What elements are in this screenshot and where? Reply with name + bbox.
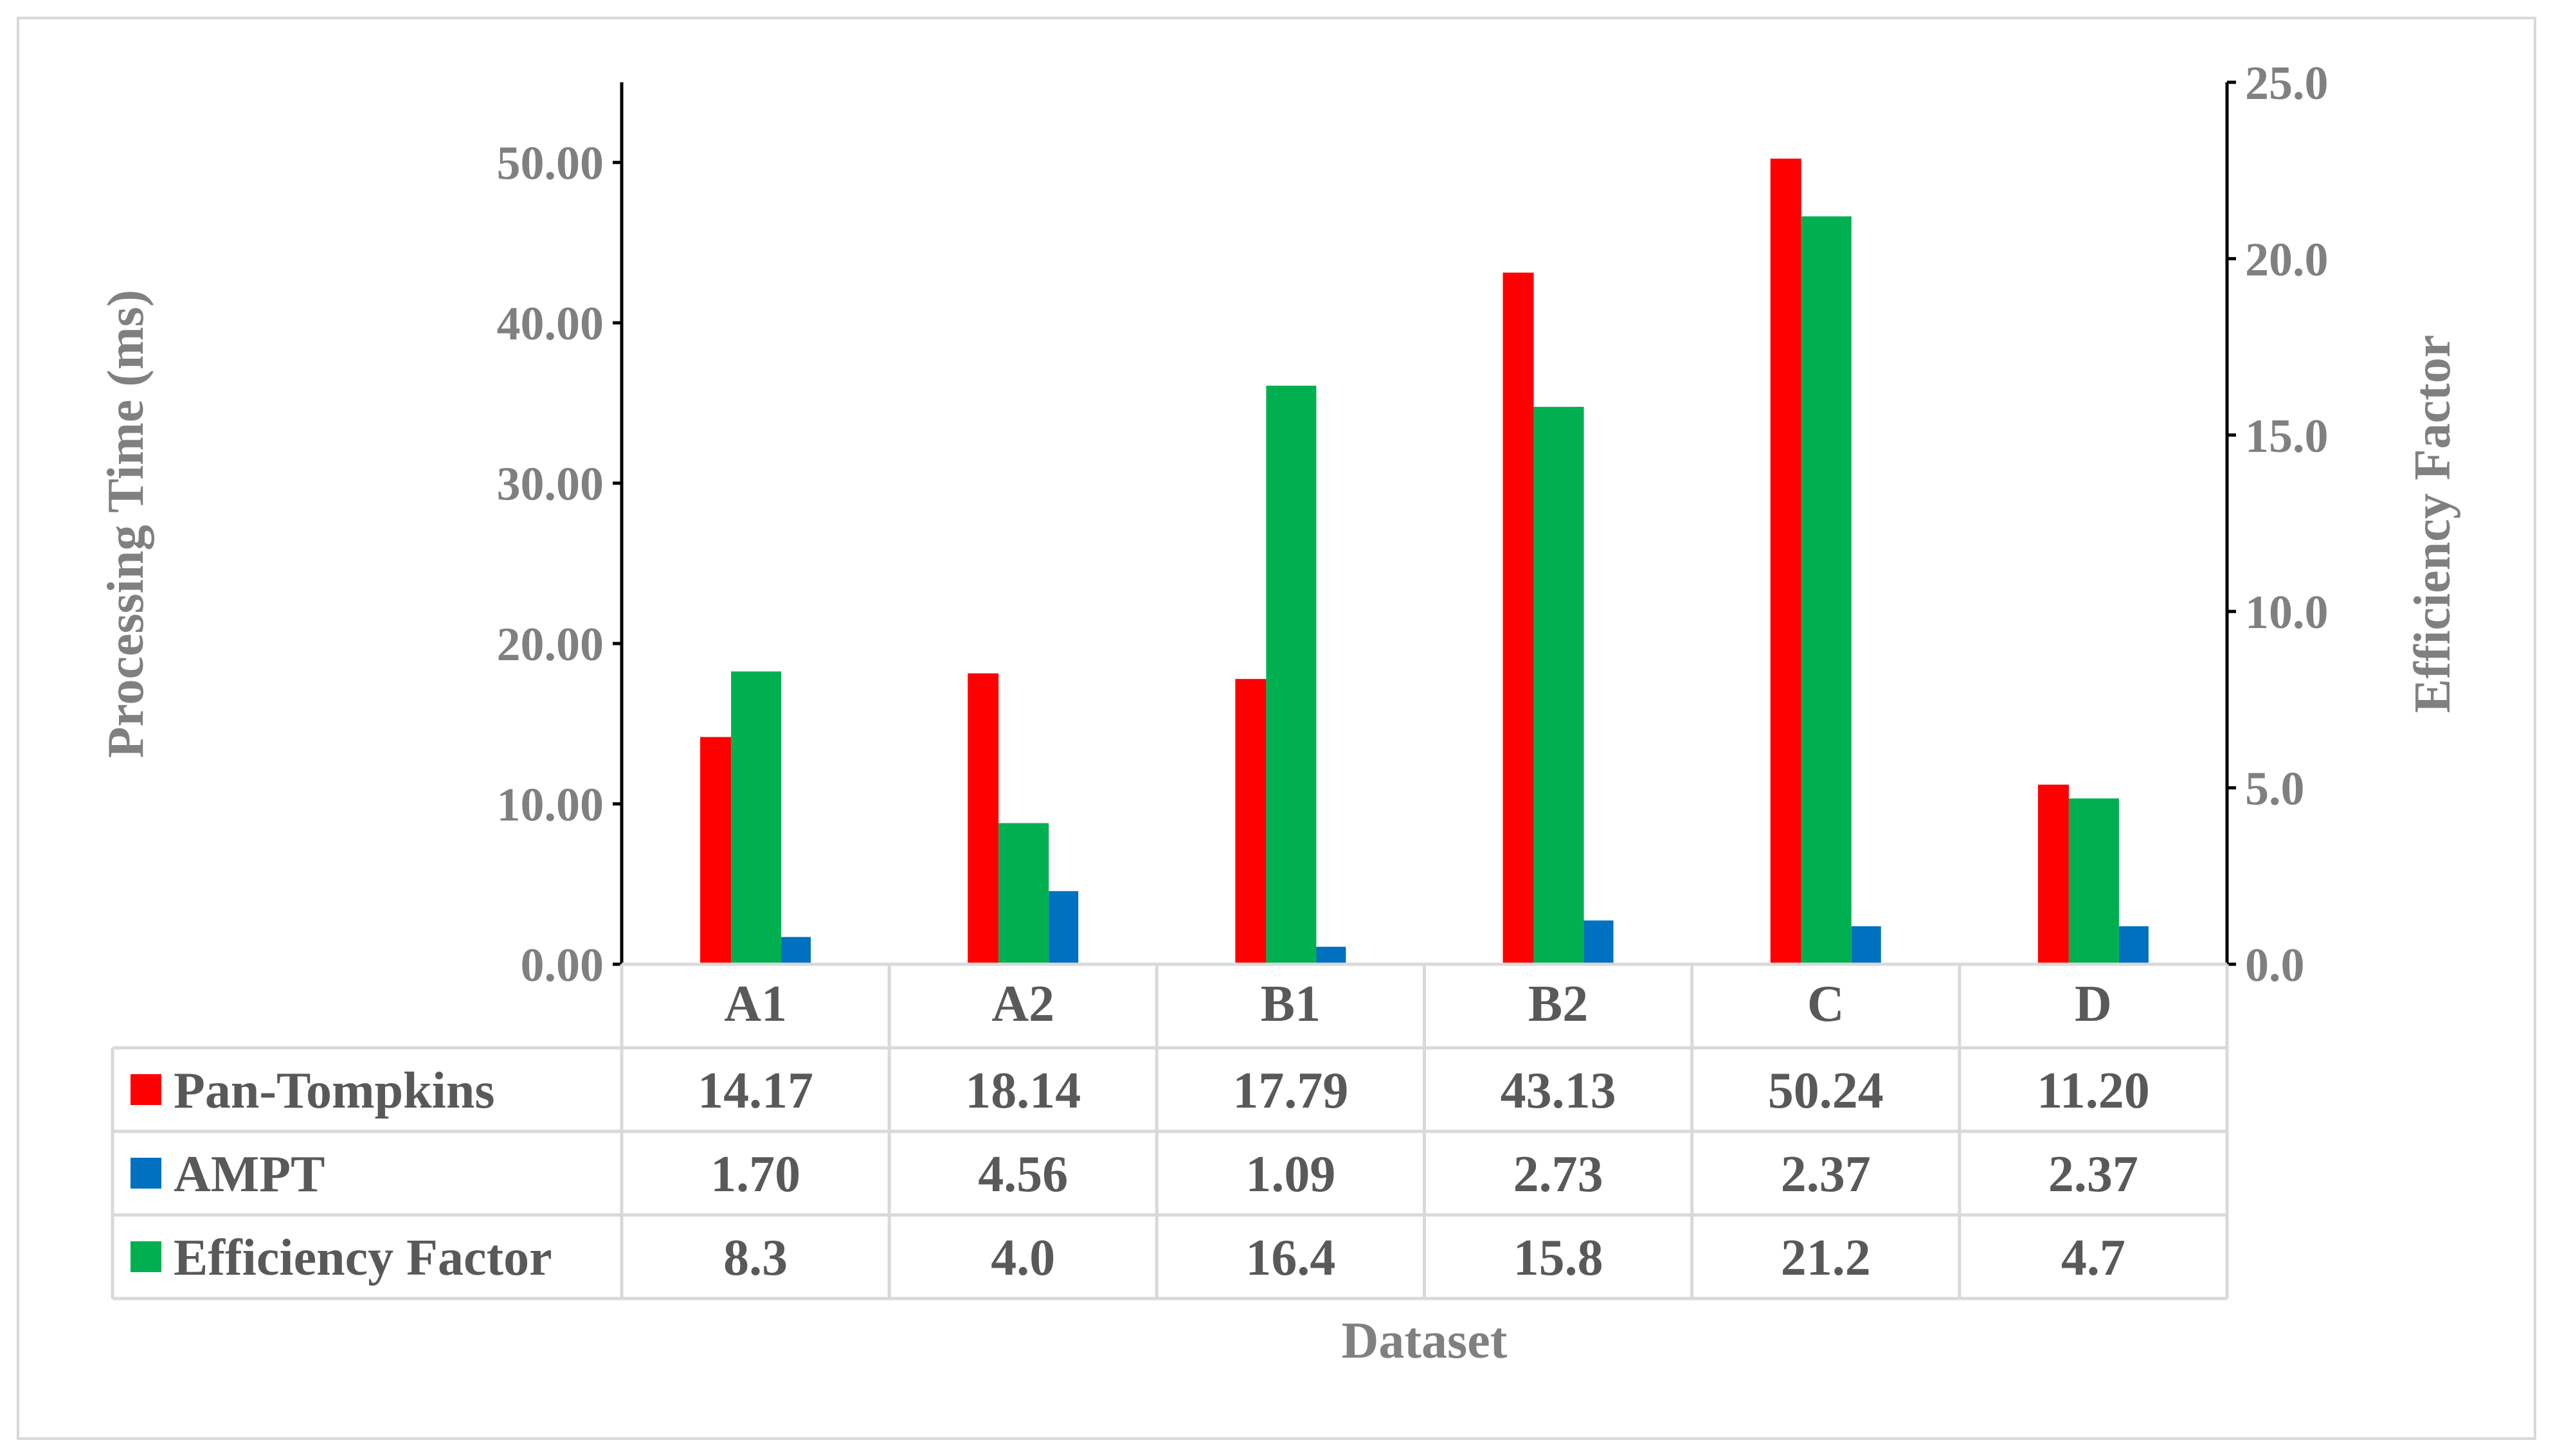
bar-efficiency-factor-a2 bbox=[998, 823, 1049, 964]
bar-ampt-d bbox=[2118, 926, 2149, 964]
y-left-tick-label: 0.00 bbox=[521, 939, 604, 992]
data-table-value: 4.56 bbox=[978, 1146, 1068, 1203]
bar-ampt-b1 bbox=[1316, 946, 1346, 964]
y-right-tick-label: 15.0 bbox=[2245, 410, 2329, 463]
data-table-value: 11.20 bbox=[2037, 1063, 2150, 1119]
data-table-value: 17.79 bbox=[1232, 1063, 1348, 1119]
bar-efficiency-factor-b2 bbox=[1533, 406, 1584, 964]
x-tick-label: A1 bbox=[724, 976, 787, 1032]
data-table-value: 1.70 bbox=[710, 1146, 800, 1203]
y-left-tick-label: 30.00 bbox=[497, 458, 604, 511]
bar-pan-tompkins-d bbox=[2037, 784, 2069, 964]
data-table-value: 18.14 bbox=[965, 1063, 1081, 1119]
bar-pan-tompkins-b2 bbox=[1502, 273, 1534, 964]
legend-key-efficiency-factor bbox=[131, 1241, 161, 1272]
y-left-tick-label: 20.00 bbox=[497, 618, 604, 671]
data-table-value: 1.09 bbox=[1245, 1146, 1335, 1203]
bar-efficiency-factor-a1 bbox=[731, 671, 782, 964]
y-axis-right-title: Efficiency Factor bbox=[2404, 335, 2461, 714]
y-right-tick-label: 0.0 bbox=[2245, 939, 2305, 992]
data-table-value: 16.4 bbox=[1245, 1230, 1335, 1286]
y-right-tick-label: 10.0 bbox=[2245, 586, 2329, 639]
x-tick-label: B1 bbox=[1261, 976, 1321, 1032]
bar-ampt-a1 bbox=[781, 937, 811, 964]
y-axis-left-title: Processing Time (ms) bbox=[98, 290, 154, 759]
bar-pan-tompkins-a2 bbox=[968, 673, 999, 964]
data-table-value: 21.2 bbox=[1781, 1230, 1871, 1286]
bar-ampt-a2 bbox=[1049, 891, 1079, 964]
bar-ampt-c bbox=[1851, 926, 1881, 964]
bar-pan-tompkins-a1 bbox=[700, 737, 732, 964]
x-tick-label: A2 bbox=[991, 976, 1054, 1032]
data-table-value: 14.17 bbox=[698, 1063, 813, 1119]
legend-label: AMPT bbox=[174, 1146, 325, 1203]
data-table-value: 2.37 bbox=[1781, 1146, 1871, 1203]
data-table-value: 2.73 bbox=[1513, 1146, 1603, 1203]
bar-efficiency-factor-c bbox=[1801, 216, 1852, 965]
x-tick-label: D bbox=[2075, 976, 2112, 1032]
y-left-tick-label: 10.00 bbox=[497, 779, 604, 832]
y-left-tick-label: 50.00 bbox=[497, 138, 604, 190]
bar-pan-tompkins-b1 bbox=[1235, 679, 1267, 964]
data-table-value: 4.7 bbox=[2061, 1230, 2125, 1286]
data-table-value: 4.0 bbox=[991, 1230, 1055, 1286]
x-tick-label: C bbox=[1807, 976, 1845, 1032]
y-right-tick-label: 5.0 bbox=[2245, 763, 2305, 816]
data-table-value: 50.24 bbox=[1768, 1063, 1884, 1119]
x-tick-label: B2 bbox=[1528, 976, 1588, 1032]
data-table-value: 8.3 bbox=[723, 1230, 788, 1286]
bar-ampt-b2 bbox=[1583, 920, 1614, 964]
data-table-value: 2.37 bbox=[2048, 1146, 2138, 1203]
bar-efficiency-factor-b1 bbox=[1266, 385, 1317, 964]
legend-label: Pan-Tompkins bbox=[174, 1063, 495, 1119]
data-table-value: 43.13 bbox=[1501, 1063, 1616, 1119]
x-axis-title: Dataset bbox=[1342, 1313, 1508, 1369]
legend-label: Efficiency Factor bbox=[174, 1230, 552, 1286]
y-left-tick-label: 40.00 bbox=[497, 298, 604, 350]
legend-key-ampt bbox=[131, 1158, 161, 1189]
y-right-tick-label: 20.0 bbox=[2245, 233, 2329, 286]
data-table-value: 15.8 bbox=[1513, 1230, 1603, 1286]
legend-key-pan-tompkins bbox=[131, 1074, 161, 1105]
y-right-tick-label: 25.0 bbox=[2245, 57, 2329, 110]
bar-efficiency-factor-d bbox=[2068, 798, 2119, 964]
bar-pan-tompkins-c bbox=[1770, 158, 1801, 964]
